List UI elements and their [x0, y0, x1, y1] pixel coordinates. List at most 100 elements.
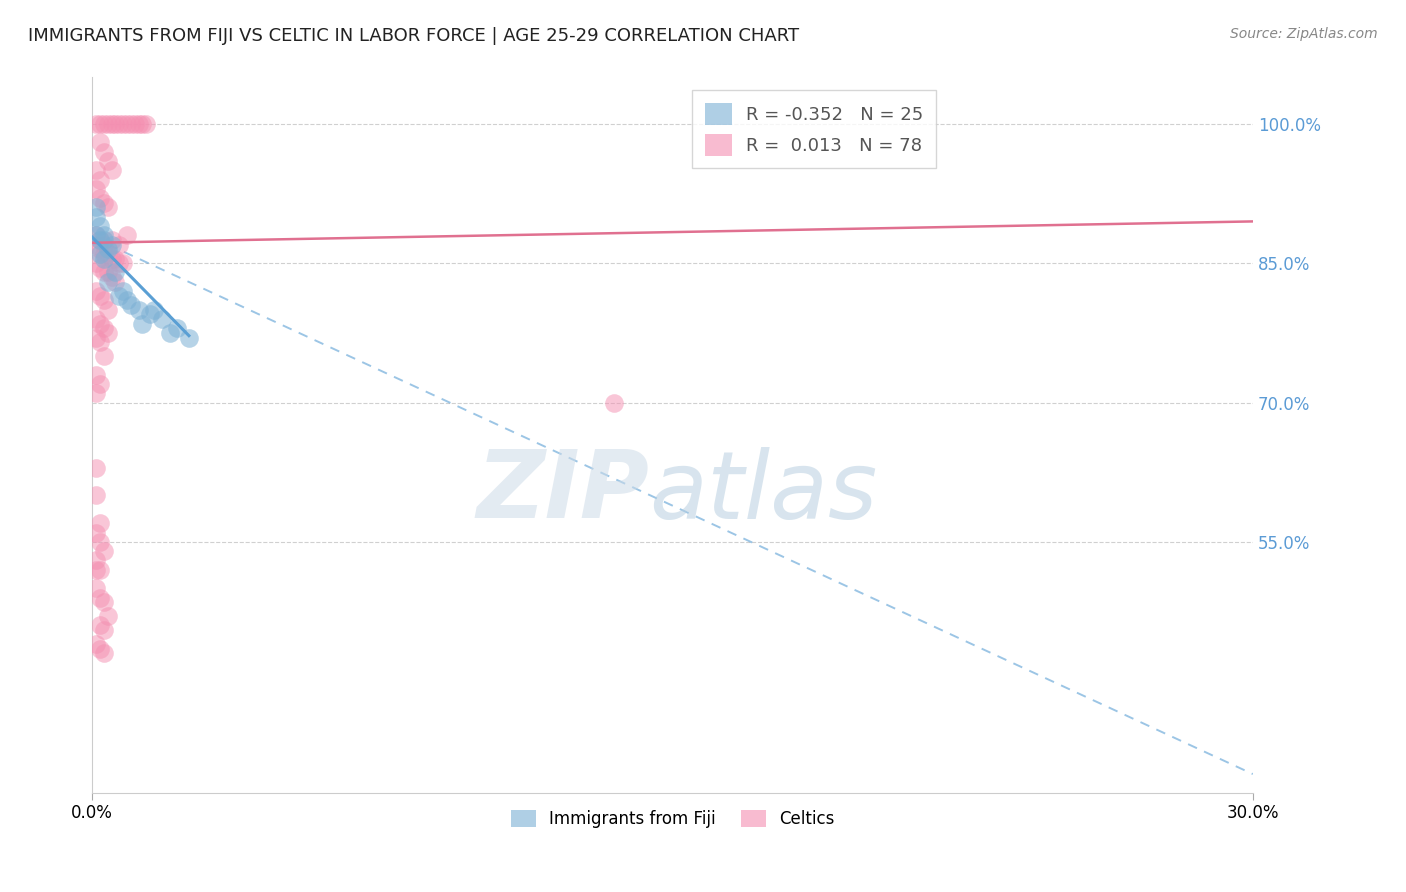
Point	[97, 265, 120, 279]
Point	[84, 637, 107, 651]
Point	[89, 117, 111, 131]
Point	[89, 233, 111, 247]
Point	[89, 136, 111, 150]
Point	[104, 265, 127, 279]
Point	[97, 117, 120, 131]
Point	[89, 591, 111, 605]
Point	[89, 219, 111, 233]
Point	[84, 237, 107, 252]
Point	[84, 312, 107, 326]
Point	[84, 284, 107, 298]
Point	[159, 326, 181, 340]
Point	[84, 228, 107, 243]
Point	[135, 117, 157, 131]
Point	[166, 321, 188, 335]
Point	[84, 525, 107, 540]
Point	[93, 237, 115, 252]
Point	[89, 233, 111, 247]
Point	[89, 191, 111, 205]
Point	[84, 256, 107, 270]
Point	[84, 386, 107, 401]
Point	[97, 247, 120, 261]
Point	[84, 163, 107, 178]
Point	[93, 349, 115, 363]
Point	[100, 117, 122, 131]
Point	[89, 172, 111, 186]
Point	[93, 117, 115, 131]
Point	[84, 488, 107, 502]
Point	[84, 563, 107, 577]
Point	[143, 302, 166, 317]
Point	[93, 265, 115, 279]
Text: IMMIGRANTS FROM FIJI VS CELTIC IN LABOR FORCE | AGE 25-29 CORRELATION CHART: IMMIGRANTS FROM FIJI VS CELTIC IN LABOR …	[28, 27, 799, 45]
Point	[115, 117, 138, 131]
Point	[89, 247, 111, 261]
Point	[93, 145, 115, 159]
Point	[89, 335, 111, 350]
Point	[108, 117, 131, 131]
Point	[115, 228, 138, 243]
Point	[104, 275, 127, 289]
Point	[100, 163, 122, 178]
Point	[131, 317, 153, 331]
Point	[89, 376, 111, 391]
Point	[89, 618, 111, 632]
Point	[84, 210, 107, 224]
Point	[89, 563, 111, 577]
Point	[84, 460, 107, 475]
Point	[120, 298, 142, 312]
Point	[131, 117, 153, 131]
Point	[100, 237, 122, 252]
Point	[84, 330, 107, 344]
Point	[177, 330, 200, 344]
Point	[93, 544, 115, 558]
Point	[97, 154, 120, 169]
Point	[93, 293, 115, 308]
Point	[93, 321, 115, 335]
Point	[97, 201, 120, 215]
Point	[97, 609, 120, 624]
Point	[84, 182, 107, 196]
Point	[97, 326, 120, 340]
Point	[93, 623, 115, 637]
Point	[97, 242, 120, 256]
Point	[84, 553, 107, 567]
Point	[150, 312, 173, 326]
Point	[139, 307, 162, 321]
Point	[89, 516, 111, 531]
Point	[84, 117, 107, 131]
Point	[100, 270, 122, 285]
Point	[112, 284, 135, 298]
Point	[108, 289, 131, 303]
Point	[112, 256, 135, 270]
Point	[97, 302, 120, 317]
Point	[84, 368, 107, 382]
Point	[93, 195, 115, 210]
Point	[100, 252, 122, 266]
Point	[89, 260, 111, 275]
Point	[93, 228, 115, 243]
Point	[104, 117, 127, 131]
Point	[97, 275, 120, 289]
Point	[89, 534, 111, 549]
Point	[112, 117, 135, 131]
Legend: Immigrants from Fiji, Celtics: Immigrants from Fiji, Celtics	[503, 803, 841, 834]
Text: ZIP: ZIP	[477, 446, 650, 538]
Point	[89, 317, 111, 331]
Point	[93, 595, 115, 609]
Point	[104, 252, 127, 266]
Point	[89, 289, 111, 303]
Point	[84, 582, 107, 596]
Point	[84, 228, 107, 243]
Point	[124, 117, 146, 131]
Point	[115, 293, 138, 308]
Point	[89, 242, 111, 256]
Point	[89, 641, 111, 656]
Point	[108, 256, 131, 270]
Point	[128, 302, 150, 317]
Point	[120, 117, 142, 131]
Text: atlas: atlas	[650, 447, 877, 538]
Point	[93, 252, 115, 266]
Point	[93, 247, 115, 261]
Point	[93, 646, 115, 660]
